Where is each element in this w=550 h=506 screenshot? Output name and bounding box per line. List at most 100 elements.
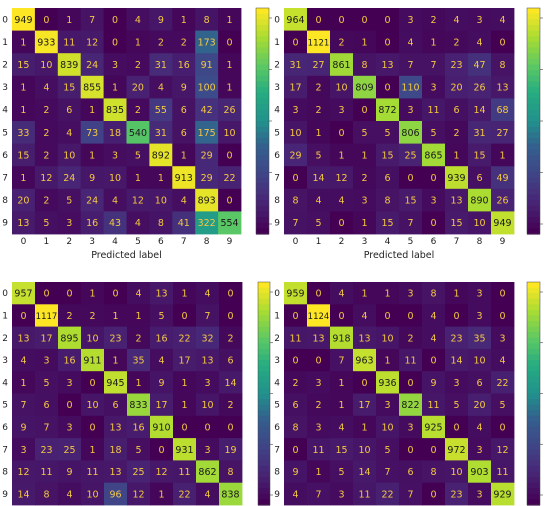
matrix-cell: [126, 30, 150, 54]
colorbar-segment: [258, 287, 270, 294]
colorbar-segment: [527, 415, 540, 422]
matrix-cell: [330, 326, 354, 350]
matrix-cell: [172, 30, 196, 54]
matrix-cell: [150, 415, 174, 439]
cell-value-label: 1117: [36, 312, 58, 322]
cell-value-label: 3: [407, 289, 413, 300]
matrix-cell: [307, 30, 331, 54]
cell-value-label: 10: [155, 196, 167, 207]
cell-value-label: 949: [493, 218, 511, 229]
cell-value-label: 14: [358, 467, 370, 478]
matrix-cell: [376, 482, 400, 506]
cell-value-label: 12: [40, 173, 52, 184]
cell-value-label: 903: [470, 467, 488, 478]
colorbar-segment: [256, 19, 269, 26]
cell-value-label: 17: [289, 83, 301, 94]
colorbar-segment: [256, 171, 269, 179]
colorbar-segment: [256, 24, 269, 32]
colorbar-segment: [527, 465, 540, 473]
matrix-cell: [34, 121, 59, 144]
matrix-cell: [172, 166, 196, 190]
colorbar-segment: [527, 149, 540, 156]
matrix-cell: [376, 8, 400, 31]
colorbar-segment: [256, 154, 269, 162]
matrix-cell: [468, 460, 492, 484]
cell-value-label: 4: [135, 218, 141, 229]
colorbar-segment: [527, 87, 540, 94]
cell-value-label: 806: [401, 128, 419, 139]
matrix-cell: [12, 282, 36, 305]
colorbar-segment: [258, 293, 270, 300]
matrix-cell: [330, 143, 354, 167]
cell-value-label: 12: [86, 37, 98, 48]
matrix-cell: [422, 53, 446, 77]
cell-value-label: 9: [158, 378, 164, 389]
cell-value-label: 855: [83, 83, 101, 94]
y-tick-label: 1: [274, 38, 280, 48]
cell-value-label: 12: [17, 467, 29, 478]
cell-value-label: 91: [201, 60, 213, 71]
matrix-cell: [12, 166, 36, 190]
matrix-cell: [307, 188, 331, 212]
matrix-cell: [399, 326, 423, 350]
y-tick-label: 7: [2, 445, 8, 455]
cell-value-label: 100: [198, 83, 216, 94]
y-tick-label: 6: [274, 151, 280, 161]
cell-value-label: 833: [129, 400, 147, 411]
matrix-cell: [218, 30, 242, 54]
cell-value-label: 11: [404, 356, 416, 367]
matrix-cell: [12, 75, 36, 99]
cell-value-label: 6: [181, 128, 187, 139]
colorbar-segment: [527, 399, 540, 406]
cell-value-label: 1: [338, 378, 344, 389]
matrix-cell: [12, 460, 36, 484]
cell-value-label: 11: [358, 489, 370, 500]
cell-value-label: 1: [338, 400, 344, 411]
matrix-cell: [127, 482, 151, 506]
matrix-cell: [468, 211, 492, 235]
cell-value-label: 26: [496, 196, 508, 207]
colorbar-segment: [527, 460, 540, 467]
cell-value-label: 1: [135, 37, 141, 48]
y-tick-label: 1: [2, 38, 8, 48]
matrix-cell: [81, 348, 105, 372]
y-tick-label: 6: [274, 423, 280, 433]
colorbar-segment: [256, 53, 269, 60]
cell-value-label: 11: [496, 467, 508, 478]
matrix-cell: [330, 53, 354, 77]
colorbar-segment: [258, 298, 270, 305]
matrix-cell: [104, 460, 128, 484]
colorbar-segment: [527, 194, 540, 201]
cell-value-label: 10: [86, 400, 98, 411]
matrix-cell: [330, 121, 354, 144]
cell-value-label: 15: [381, 150, 393, 161]
cell-value-label: 5: [361, 128, 367, 139]
matrix-cell: [149, 143, 173, 167]
cell-value-label: 10: [473, 356, 485, 367]
matrix-cell: [422, 282, 446, 305]
cell-value-label: 5: [135, 150, 141, 161]
cell-value-label: 96: [109, 489, 121, 500]
matrix-cell: [34, 143, 59, 167]
x-tick-label: 2: [339, 237, 345, 247]
colorbar-segment: [258, 460, 270, 467]
cell-value-label: 3: [430, 83, 436, 94]
cell-value-label: 0: [430, 218, 436, 229]
y-tick-label: 8: [2, 468, 8, 478]
matrix-cell: [195, 8, 219, 31]
y-tick-label: 8: [2, 196, 8, 206]
matrix-cell: [81, 282, 105, 305]
colorbar-segment: [256, 166, 269, 173]
matrix-cell: [445, 166, 469, 190]
colorbar-segment: [258, 343, 270, 350]
matrix-cell: [127, 415, 151, 439]
cell-value-label: 0: [20, 311, 26, 322]
matrix-cell: [399, 121, 423, 144]
cell-value-label: 31: [473, 128, 485, 139]
matrix-cell: [307, 282, 331, 305]
colorbar-segment: [527, 421, 540, 428]
colorbar-segment: [527, 126, 540, 133]
cell-value-label: 4: [158, 83, 164, 94]
matrix-cell: [376, 438, 400, 461]
matrix-cell: [468, 371, 492, 394]
